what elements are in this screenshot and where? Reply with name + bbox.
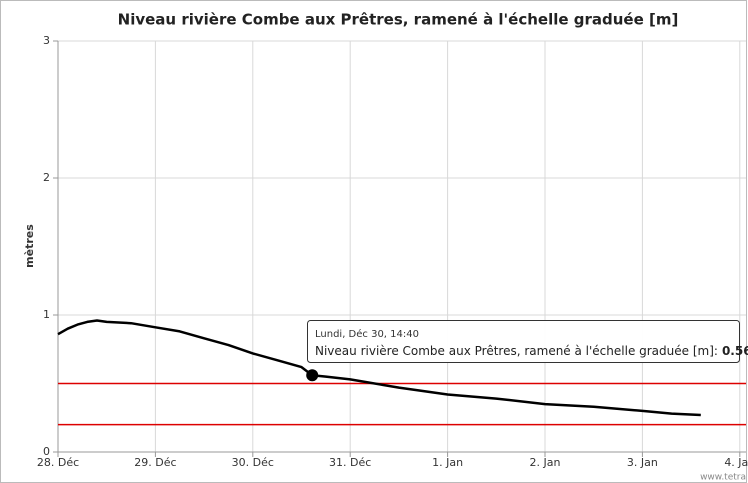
x-tick-label: 3. Jan [627, 456, 658, 469]
x-tick-label: 4. Jan [724, 456, 748, 469]
y-tick-label: 3 [43, 34, 50, 47]
hover-marker [306, 369, 319, 382]
tooltip-label: Niveau rivière Combe aux Prêtres, ramené… [315, 344, 718, 358]
x-tick-label: 31. Déc [329, 456, 371, 469]
y-tick-label: 0 [43, 445, 50, 458]
tooltip-header: Lundi, Déc 30, 14:40 [315, 328, 419, 340]
credits: www.tetra [700, 473, 746, 483]
tooltip: Lundi, Déc 30, 14:40 Niveau rivière Combe… [307, 320, 748, 363]
data-line [57, 319, 701, 417]
x-tick-label: 30. Déc [232, 456, 274, 469]
chart-title: Niveau rivière Combe aux Prêtres, ramené… [118, 11, 679, 29]
x-tick-label: 28. Déc [37, 456, 79, 469]
x-tick-label: 1. Jan [432, 456, 463, 469]
y-axis-label: mètres [23, 224, 36, 268]
tooltip-body: Niveau rivière Combe aux Prêtres, ramené… [315, 344, 748, 358]
tooltip-box [307, 320, 740, 363]
y-tick-label: 1 [43, 308, 50, 321]
y-tick-label: 2 [43, 171, 50, 184]
x-tick-label: 29. Déc [134, 456, 176, 469]
tooltip-value: 0.56 [722, 344, 748, 358]
x-tick-label: 2. Jan [530, 456, 561, 469]
